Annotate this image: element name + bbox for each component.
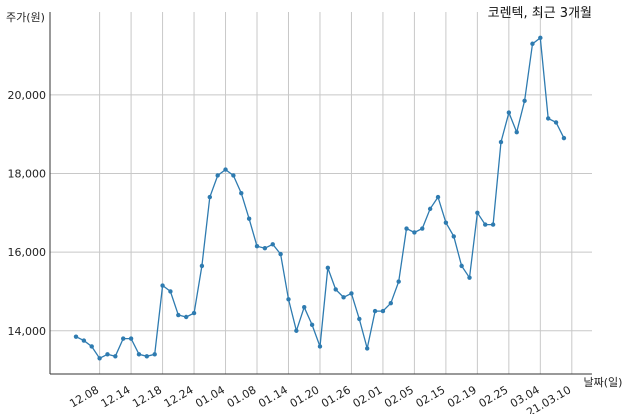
data-point <box>443 220 449 225</box>
data-point <box>81 338 87 343</box>
y-tick-labels: 14,000 16,000 18,000 20,000 <box>8 89 47 338</box>
x-axis-label: 날짜(일) <box>584 375 623 389</box>
data-point <box>380 308 386 314</box>
x-tick-label: 12.14 <box>99 383 133 410</box>
data-point <box>176 312 181 318</box>
data-point <box>483 222 488 227</box>
chart-title: 코렌텍, 최근 3개월 <box>488 6 592 21</box>
data-point <box>128 336 134 341</box>
data-point <box>514 130 519 135</box>
data-point <box>191 310 197 316</box>
data-point <box>160 283 165 288</box>
data-point <box>498 139 504 145</box>
x-tick-labels: 12.0812.1412.1812.2401.0401.0801.1401.20… <box>67 383 573 414</box>
x-tick-label: 02.15 <box>414 383 448 410</box>
data-point <box>278 251 283 257</box>
data-point <box>152 352 157 357</box>
x-tick-label: 12.18 <box>130 383 164 410</box>
data-point <box>553 120 559 125</box>
x-tick-label: 01.08 <box>225 383 259 410</box>
data-point <box>97 356 102 361</box>
x-tick-label: 12.24 <box>162 383 196 410</box>
data-point <box>490 222 496 227</box>
data-point <box>396 279 401 284</box>
y-tick-label: 14,000 <box>8 325 47 338</box>
data-point <box>522 98 527 103</box>
data-point <box>388 301 393 306</box>
data-point <box>89 344 94 349</box>
x-tick-label: 01.20 <box>288 383 322 410</box>
data-point <box>506 110 512 115</box>
data-point <box>459 263 464 269</box>
data-point <box>561 135 567 141</box>
data-point <box>254 244 260 249</box>
data-point <box>246 216 252 221</box>
y-tick-label: 18,000 <box>8 167 47 180</box>
data-point <box>530 41 535 46</box>
data-point <box>239 190 244 196</box>
data-point <box>451 234 456 239</box>
x-tick-label: 01.14 <box>256 383 290 410</box>
x-tick-label: 12.08 <box>67 383 101 410</box>
data-point <box>113 354 118 359</box>
data-point <box>215 173 220 178</box>
axes <box>49 12 592 375</box>
data-point <box>404 226 409 231</box>
data-points <box>73 35 567 361</box>
data-point <box>341 295 346 300</box>
data-point <box>231 173 236 178</box>
x-tick-label: 02.01 <box>351 383 385 410</box>
data-point <box>325 265 331 271</box>
grid <box>50 12 592 374</box>
data-point <box>333 287 338 292</box>
data-point <box>546 116 551 121</box>
data-point <box>412 230 417 235</box>
data-point <box>168 289 173 294</box>
data-point <box>372 308 378 314</box>
data-point <box>349 291 354 296</box>
data-point <box>270 242 275 247</box>
data-point <box>538 35 543 41</box>
data-point <box>183 314 189 320</box>
data-point <box>467 275 472 280</box>
data-point <box>199 263 205 269</box>
data-point <box>105 352 110 357</box>
data-point <box>136 352 142 357</box>
x-tick-label: 02.25 <box>477 383 511 410</box>
y-axis-label: 주가(원) <box>6 11 45 24</box>
data-point <box>223 167 228 172</box>
x-tick-label: 02.05 <box>382 383 416 410</box>
data-point <box>317 344 323 349</box>
x-tick-label: 02.19 <box>445 383 479 410</box>
data-point <box>207 194 212 200</box>
data-point <box>302 304 307 310</box>
data-point <box>357 316 362 322</box>
data-point <box>121 336 126 341</box>
data-point <box>309 322 315 328</box>
data-point <box>73 334 79 339</box>
data-point <box>286 297 291 302</box>
data-point <box>420 226 425 231</box>
x-tick-label: 01.26 <box>319 383 353 410</box>
data-point <box>435 194 441 200</box>
y-tick-label: 20,000 <box>8 89 47 102</box>
y-tick-label: 16,000 <box>8 246 47 259</box>
data-point <box>475 210 480 216</box>
data-point <box>364 346 370 351</box>
data-point <box>262 245 268 251</box>
data-point <box>294 328 299 333</box>
data-point <box>427 206 433 212</box>
x-tick-label: 01.04 <box>193 383 227 410</box>
data-point <box>144 354 150 359</box>
